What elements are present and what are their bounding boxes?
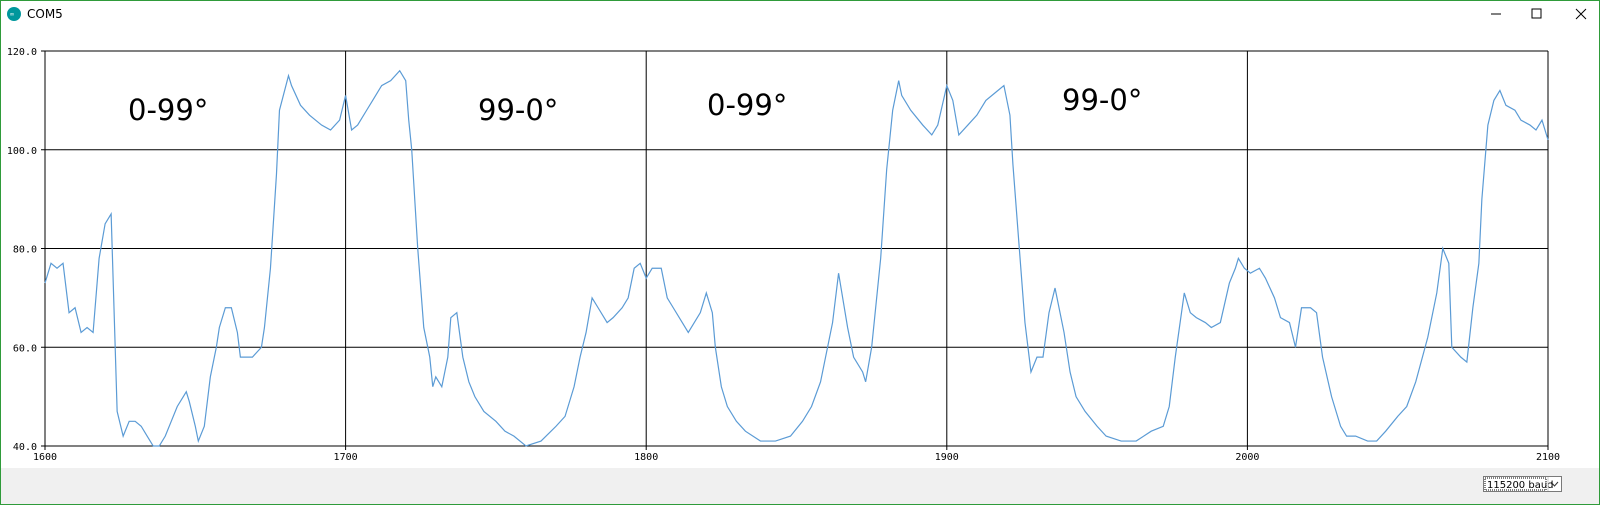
annotation: 99-0° (1062, 83, 1142, 117)
y-tick-label: 80.0 (13, 245, 37, 256)
app-icon-glyph: ∞ (10, 11, 15, 18)
status-bar (1, 468, 1599, 504)
y-tick-label: 120.0 (7, 47, 37, 58)
baud-focus (1484, 477, 1547, 491)
y-tick-label: 60.0 (13, 343, 37, 354)
close-button[interactable] (1575, 8, 1587, 20)
baud-select[interactable]: 115200 baud (1483, 476, 1562, 492)
x-tick-label: 2100 (1536, 452, 1560, 463)
annotation: 99-0° (478, 93, 558, 127)
baud-label[interactable]: 115200 baud (1487, 480, 1554, 491)
x-tick-label: 1600 (33, 452, 57, 463)
maximize-button[interactable] (1531, 8, 1542, 19)
baud-box[interactable] (1483, 476, 1562, 492)
x-tick-label: 1900 (935, 452, 959, 463)
app-icon (7, 7, 21, 21)
annotation: 0-99° (707, 88, 787, 122)
y-tick-label: 40.0 (13, 442, 37, 453)
annotation: 0-99° (128, 93, 208, 127)
window-title: COM5 (27, 7, 63, 21)
x-tick-label: 2000 (1235, 452, 1259, 463)
baud-arrow[interactable] (1550, 481, 1559, 487)
x-tick-label: 1800 (634, 452, 658, 463)
plot: 40.0 60.0 80.0 100.0 120.0 1600 1700 1800 1900 20… (7, 47, 1560, 463)
data-line (44, 69, 1549, 447)
x-tick-label: 1700 (334, 452, 358, 463)
y-tick-label: 100.0 (7, 146, 37, 157)
